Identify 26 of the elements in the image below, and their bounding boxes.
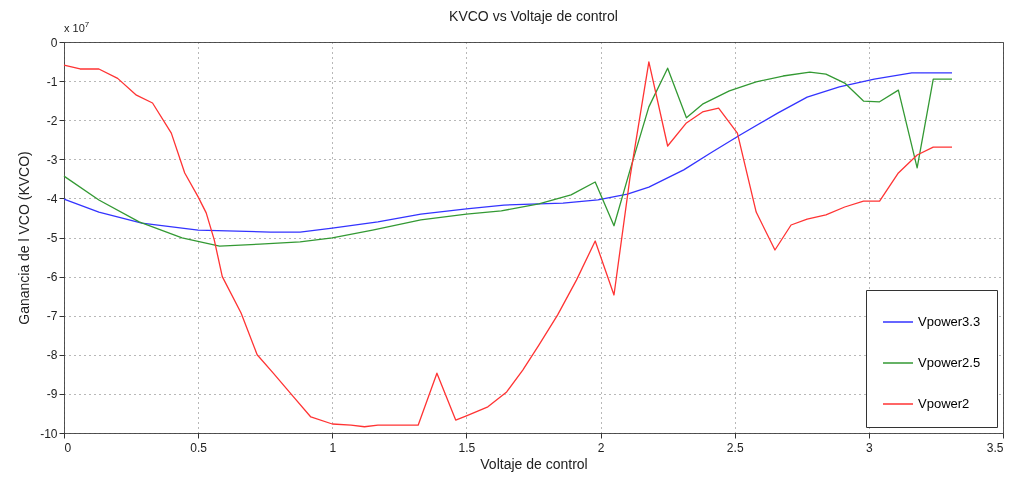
- x-tick-label: 2.5: [726, 440, 744, 455]
- y-tick-label: -6: [46, 270, 58, 285]
- text: x 10$^{7}$: [64, 20, 90, 34]
- y-tick-label: -7: [46, 309, 58, 324]
- legend-label: Vpower2: [918, 396, 970, 411]
- y-tick-label: -4: [46, 191, 58, 206]
- legend-label: Vpower2.5: [918, 355, 981, 370]
- y-axis-title: Ganancia de l VCO (KVCO): [16, 151, 33, 325]
- chart-title: KVCO vs Voltaje de control: [449, 8, 618, 24]
- x-tick-label: 1.5: [458, 440, 476, 455]
- x-tick-label: 0.5: [190, 440, 208, 455]
- y-tick-label: -10: [40, 426, 58, 441]
- x-tick-label: 3.5: [986, 440, 1004, 455]
- x-tick-label: 3: [866, 440, 874, 455]
- legend-label: Vpower3.3: [918, 314, 981, 329]
- x-tick-label: 2: [597, 440, 605, 455]
- y-tick-label: -8: [46, 348, 58, 363]
- y-tick-label: -1: [46, 74, 58, 89]
- x-axis-title: Voltaje de control: [480, 455, 588, 472]
- y-tick-label: -5: [46, 231, 58, 245]
- y-tick-label: -9: [46, 387, 58, 402]
- x-tick-label: 0: [64, 440, 72, 455]
- y-tick-label: 0: [50, 35, 58, 50]
- y-tick-label: -3: [46, 152, 58, 167]
- y-tick-label: -2: [46, 113, 58, 128]
- x-tick-label: 1: [329, 440, 337, 455]
